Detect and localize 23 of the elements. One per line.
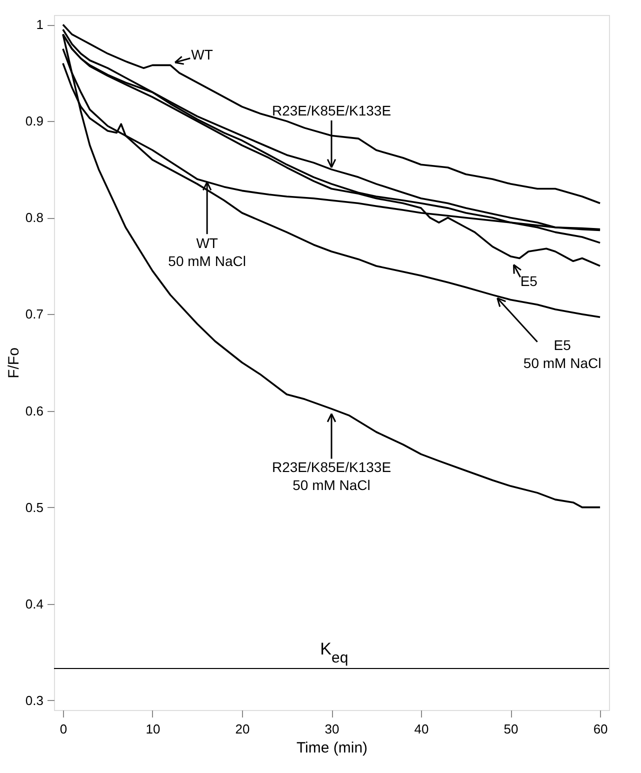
y-tick-label: 0.3 [25, 692, 44, 708]
x-tick-label: 20 [235, 722, 250, 736]
y-tick-label: 0.6 [25, 403, 44, 418]
y-tick-label: 0.7 [25, 306, 44, 322]
x-axis-title: Time (min) [296, 740, 368, 756]
x-tick-label: 30 [324, 722, 340, 736]
x-tick-label: 50 [504, 722, 518, 736]
x-tick-label: 60 [593, 722, 608, 736]
x-tick-label: 10 [146, 722, 160, 736]
y-tick-label: 1 [36, 17, 44, 32]
annotation: WT 50 mM NaCl [168, 235, 246, 270]
y-tick-label: 0.8 [25, 210, 44, 226]
annotation: R23E/K85E/K133E 50 mM NaCl [272, 458, 392, 493]
y-tick-label: 0.5 [25, 500, 44, 515]
y-axis-title: F/Fo [5, 348, 22, 378]
y-tick-label: 0.4 [25, 596, 44, 612]
x-tick-label: 40 [414, 722, 429, 736]
annotation: WT [191, 46, 214, 62]
annotation: E5 50 mM NaCl [523, 336, 602, 371]
y-tick-label: 0.9 [25, 114, 44, 129]
annotation: R23E/K85E/K133E [272, 102, 392, 118]
annotation: E5 [520, 273, 538, 290]
x-tick-label: 0 [60, 722, 68, 736]
